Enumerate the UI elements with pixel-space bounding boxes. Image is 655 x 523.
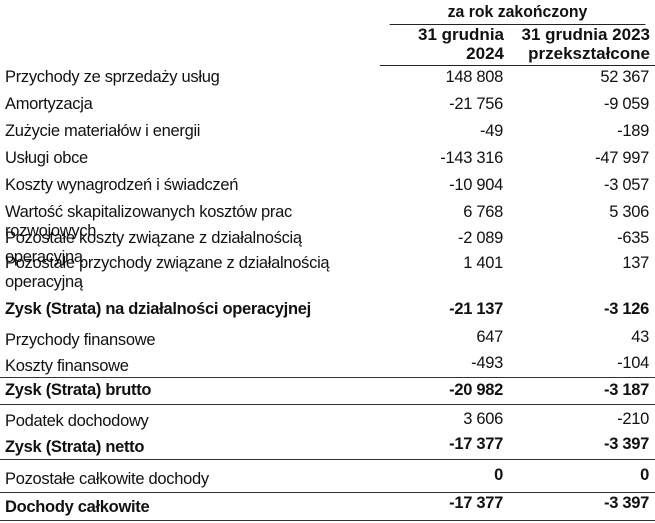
row-label: Koszty wynagrodzeń i świadczeń (5, 176, 239, 194)
row-label: Pozostałe całkowite dochody (5, 470, 209, 488)
row-value-2023: -189 (617, 122, 649, 140)
row-value-2023: -3 397 (604, 435, 649, 453)
row-value-2023: -210 (617, 410, 649, 428)
row-value-2023: 43 (631, 328, 649, 346)
row-value-2023: 137 (622, 254, 649, 272)
row-label: Zysk (Strata) na działalności operacyjne… (5, 300, 311, 318)
row-divider (0, 404, 655, 405)
row-label: Zużycie materiałów i energii (5, 122, 201, 140)
row-label-line2: operacyjną (5, 273, 83, 291)
row-value-2023: 0 (640, 466, 649, 484)
header-column-2023: 31 grudnia 2023 przekształcone (505, 25, 650, 65)
header-column-2023-line1: 31 grudnia 2023 (521, 25, 650, 44)
row-value-2024: -21 756 (449, 95, 503, 113)
row-value-2024: 647 (476, 328, 503, 346)
row-label: Usługi obce (5, 149, 88, 167)
row-label: Koszty finansowe (5, 357, 129, 375)
row-value-2023: -3 126 (604, 300, 649, 318)
row-value-2024: -143 316 (440, 149, 503, 167)
row-value-2024: 148 808 (445, 68, 503, 86)
row-label-line1: Pozostałe przychody związane z działalno… (5, 254, 330, 272)
row-value-2024: -10 904 (449, 176, 503, 194)
row-value-2024: -493 (471, 354, 503, 372)
row-value-2024: -21 137 (449, 300, 503, 318)
row-value-2024: -49 (480, 122, 503, 140)
row-value-2023: -3 057 (604, 176, 649, 194)
row-divider (0, 492, 655, 493)
row-label: Wartość skapitalizowanych kosztów prac r… (5, 203, 292, 240)
row-value-2023: -47 997 (595, 149, 649, 167)
row-value-2024: -17 377 (449, 435, 503, 453)
row-label: Przychody ze sprzedaży usług (5, 68, 220, 86)
row-label: Pozostałe koszty związane z działalności… (5, 229, 302, 266)
row-value-2024: 0 (494, 466, 503, 484)
row-value-2024: 1 401 (463, 254, 503, 272)
row-label: Przychody finansowe (5, 331, 156, 349)
row-value-2023: -635 (617, 229, 649, 247)
row-label: Dochody całkowite (5, 498, 150, 516)
row-value-2023: -3 397 (604, 494, 649, 512)
row-value-2024: 3 606 (463, 410, 503, 428)
row-value-2023: 52 367 (600, 68, 649, 86)
header-column-2023-line2: przekształcone (528, 44, 650, 63)
row-value-2023: -3 187 (604, 381, 649, 399)
row-value-2023: 5 306 (609, 203, 649, 221)
row-divider (0, 520, 655, 521)
header-column-2024: 31 grudnia 2024 (380, 25, 504, 65)
row-value-2023: -104 (617, 354, 649, 372)
row-label: Zysk (Strata) brutto (5, 381, 152, 399)
header-period-group: za rok zakończony (389, 0, 646, 25)
row-value-2024: -17 377 (449, 494, 503, 512)
row-value-2024: -2 089 (458, 229, 503, 247)
row-value-2024: 6 768 (463, 203, 503, 221)
row-label: Podatek dochodowy (5, 412, 149, 430)
row-value-2023: -9 059 (604, 95, 649, 113)
row-label: Pozostałe przychody związane z działalno… (5, 254, 365, 292)
header-column-2024-line1: 31 grudnia 2024 (418, 25, 504, 63)
row-label: Zysk (Strata) netto (5, 438, 145, 456)
header-divider (380, 65, 655, 66)
row-divider (0, 377, 655, 378)
row-label: Amortyzacja (5, 95, 93, 113)
row-divider (0, 459, 655, 460)
row-value-2024: -20 982 (449, 381, 503, 399)
